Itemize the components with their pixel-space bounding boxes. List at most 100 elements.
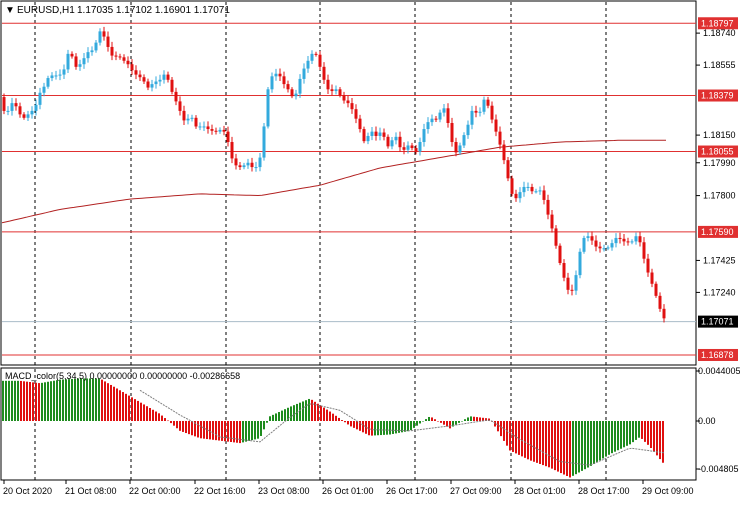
candle-body xyxy=(158,79,162,82)
macd-bar xyxy=(461,421,463,422)
macd-bar xyxy=(485,418,487,421)
macd-bar xyxy=(41,382,43,421)
macd-bar xyxy=(2,380,4,421)
candle-body xyxy=(238,165,242,168)
candle-body xyxy=(618,237,622,239)
candle-body xyxy=(622,238,626,242)
macd-bar xyxy=(77,378,79,421)
candle-body xyxy=(550,214,554,229)
macd-bar xyxy=(353,421,355,428)
macd-bar xyxy=(629,421,631,445)
current-price-label: 1.17071 xyxy=(701,317,734,327)
candle-body xyxy=(566,277,570,290)
candle-body xyxy=(326,79,330,90)
macd-bar xyxy=(620,421,622,449)
macd-bar xyxy=(281,410,283,421)
macd-bar xyxy=(356,421,358,430)
candle-body xyxy=(250,162,254,168)
candle-body xyxy=(166,74,170,80)
macd-bar xyxy=(389,421,391,435)
candle-body xyxy=(442,108,446,113)
candle-body xyxy=(486,99,490,106)
macd-bar xyxy=(365,421,367,434)
candle-body xyxy=(342,95,346,101)
candle-body xyxy=(78,64,82,67)
candle-body xyxy=(426,122,430,130)
macd-bar xyxy=(446,421,448,427)
macd-bar xyxy=(83,378,85,421)
candle-body xyxy=(234,158,238,166)
macd-bar xyxy=(194,421,196,437)
candle-body xyxy=(230,142,234,159)
candle-body xyxy=(506,160,510,179)
candle-body xyxy=(174,91,178,102)
candle-body xyxy=(614,237,618,244)
candle-body xyxy=(98,31,102,43)
macd-bar xyxy=(347,421,349,425)
macd-bar xyxy=(344,421,346,423)
moving-average-line xyxy=(1,139,666,224)
macd-bar xyxy=(329,411,331,421)
time-axis: 20 Oct 2020 21 Oct 08:00 22 Oct 00:00 22 Oc… xyxy=(3,480,694,496)
candle-body xyxy=(222,129,226,132)
macd-bar xyxy=(653,421,655,452)
macd-bar xyxy=(539,421,541,464)
candle-body xyxy=(154,81,158,85)
price-pane-frame xyxy=(0,0,697,366)
level-price-label: 1.18797 xyxy=(701,18,734,28)
macd-bar xyxy=(644,421,646,442)
macd-bar xyxy=(383,421,385,435)
candle-body xyxy=(94,42,98,51)
candle-body xyxy=(258,157,262,168)
macd-scale-label: 0.00 xyxy=(698,416,716,426)
macd-bar xyxy=(263,421,265,430)
candle-body xyxy=(354,109,358,119)
macd-bar xyxy=(350,421,352,427)
macd-bar xyxy=(611,421,613,454)
candle-body xyxy=(22,114,26,118)
macd-bar xyxy=(212,421,214,440)
candle-body xyxy=(514,193,518,199)
candle-body xyxy=(6,110,10,112)
macd-bar xyxy=(467,417,469,421)
candle-body xyxy=(162,74,166,80)
macd-bar xyxy=(659,421,661,460)
macd-bar xyxy=(86,378,88,421)
candle-body xyxy=(90,50,94,53)
candle-body xyxy=(490,105,494,120)
candle-body xyxy=(118,56,122,58)
candle-body xyxy=(554,228,558,246)
candle-body xyxy=(558,245,562,264)
candle-body xyxy=(602,248,606,250)
time-label: 28 Oct 01:00 xyxy=(514,486,566,496)
macd-bar xyxy=(35,382,37,421)
price-tick-label: 1.18555 xyxy=(703,60,736,70)
macd-bar xyxy=(260,421,262,436)
macd-bar xyxy=(479,417,481,421)
macd-bar xyxy=(413,421,415,428)
candle-body xyxy=(338,89,342,96)
macd-bar xyxy=(155,411,157,421)
macd-bar xyxy=(149,408,151,421)
macd-bar xyxy=(473,416,475,421)
symbol-label: EURUSD,H1 xyxy=(17,5,75,16)
candle-body xyxy=(586,236,590,238)
menu-arrow-icon[interactable]: ▼ xyxy=(5,5,15,16)
current-price-tag xyxy=(698,315,738,328)
candle-body xyxy=(374,131,378,136)
macd-bar xyxy=(5,380,7,421)
candle-body xyxy=(630,241,634,243)
macd-bar xyxy=(581,421,583,471)
macd-bar xyxy=(233,421,235,443)
horizontal-levels[interactable]: 1.18797 1.18379 1.18055 1.17590 1.16878 1.170… xyxy=(2,17,738,361)
candle-body xyxy=(218,129,222,132)
macd-bar xyxy=(521,421,523,457)
macd-bar xyxy=(566,421,568,477)
candle-body xyxy=(58,74,62,76)
macd-bar xyxy=(170,421,172,424)
candle-body xyxy=(398,136,402,148)
price-tick-label: 1.17800 xyxy=(703,191,736,201)
macd-bar xyxy=(506,421,508,446)
